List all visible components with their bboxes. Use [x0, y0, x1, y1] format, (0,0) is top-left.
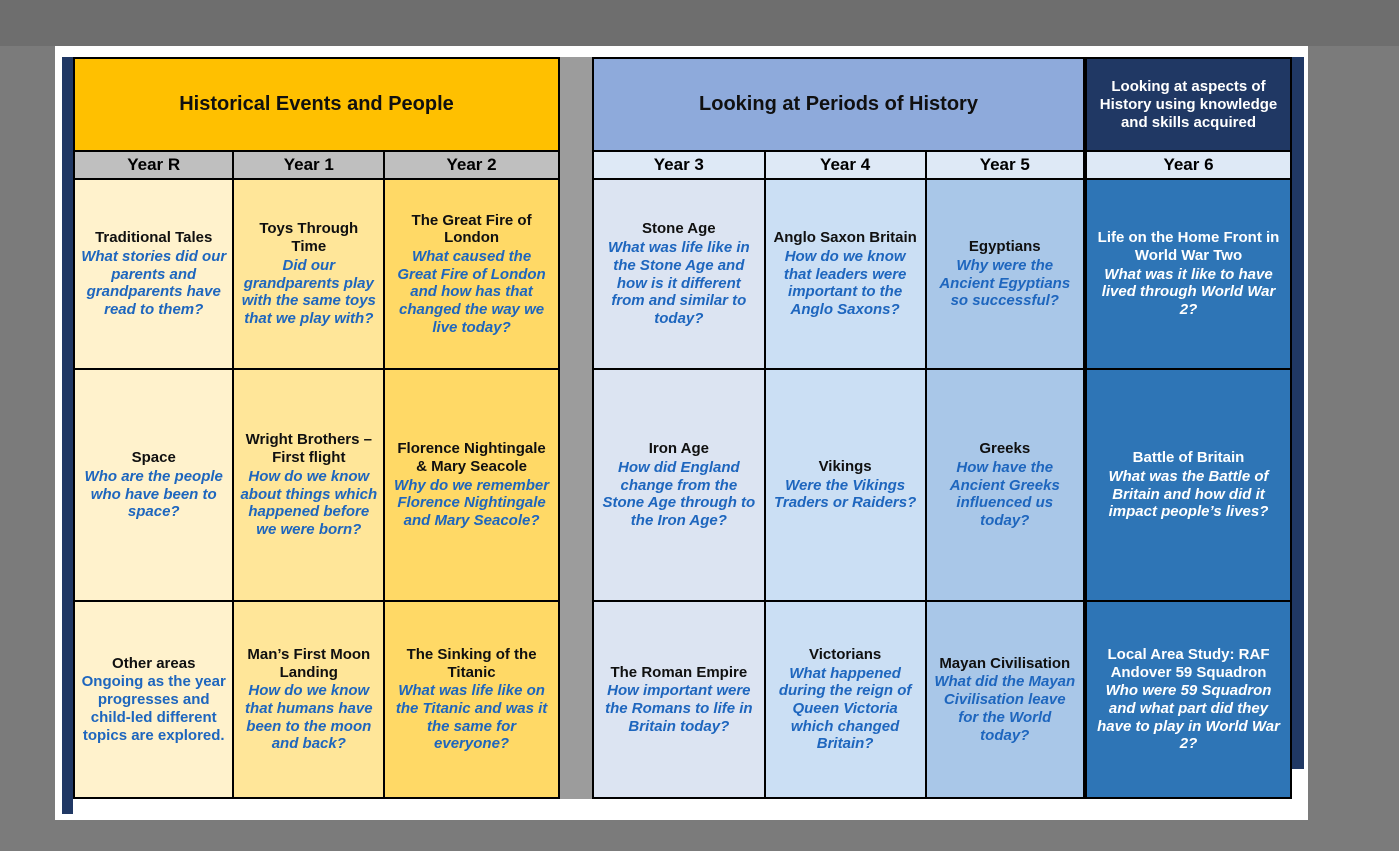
topic-title: Mayan Civilisation [939, 654, 1071, 672]
right-accent-bar [1292, 57, 1304, 769]
topic-question: What caused the Great Fire of London and… [397, 247, 546, 336]
topic-question: How do we know about things which happen… [240, 467, 378, 538]
topic-question: How important were the Romans to life in… [605, 682, 753, 735]
topic-question: What stories did our parents and grandpa… [81, 247, 227, 319]
topic-title: Egyptians [968, 238, 1041, 256]
column-year-1: Year 1 Toys Through Time Did our grandpa… [232, 152, 384, 797]
column-year-2: Year 2 The Great Fire of London What cau… [383, 152, 558, 797]
topic-question: Did our grandparents play with the same … [241, 256, 376, 327]
topic-question: Ongoing as the year progresses and child… [81, 673, 226, 744]
topic-question: What was it like to have lived through W… [1101, 265, 1276, 319]
topic-cell-year-2-row-1: The Great Fire of London What caused the… [385, 178, 558, 368]
column-year-r: Year R Traditional Tales What stories di… [75, 152, 233, 797]
topic-cell-year-3-row-1: Stone Age What was life like in the Ston… [594, 178, 764, 368]
topic-cell-year-3-row-2: Iron Age How did England change from the… [594, 368, 764, 600]
column-year-5: Year 5 Egyptians Why were the Ancient Eg… [924, 152, 1083, 797]
topic-cell-year-4-row-3: Victorians What happened during the reig… [765, 600, 925, 797]
topic-title: Florence Nightingale & Mary Seacole [397, 440, 546, 475]
topic-cell-year-r-row-2: Space Who are the people who have been t… [75, 368, 233, 600]
topic-title: Life on the Home Front in World War Two [1097, 229, 1280, 264]
topic-cell-year-1-row-3: Man’s First Moon Landing How do we know … [234, 600, 384, 797]
topic-cell-year-5-row-1: Egyptians Why were the Ancient Egyptians… [926, 178, 1083, 368]
topic-question: How did England change from the Stone Ag… [602, 458, 756, 530]
topic-title: Other areas [112, 654, 196, 672]
topic-cell-year-3-row-3: The Roman Empire How important were the … [594, 600, 764, 797]
topic-cell-year-4-row-2: Vikings Were the Vikings Traders or Raid… [765, 368, 925, 600]
topic-question: How do we know that leaders were importa… [783, 247, 907, 319]
topic-cell-year-4-row-1: Anglo Saxon Britain How do we know that … [765, 178, 925, 368]
topic-cell-year-6-row-1: Life on the Home Front in World War Two … [1087, 178, 1290, 368]
section-title-periods-of-history: Looking at Periods of History [594, 59, 1083, 152]
topic-question: What happened during the reign of Queen … [778, 664, 912, 753]
section-periods-of-history: Looking at Periods of History Year 3 Sto… [592, 57, 1085, 799]
year-header-year-5: Year 5 [926, 152, 1083, 178]
topic-cell-year-r-row-1: Traditional Tales What stories did our p… [75, 178, 233, 368]
topic-question: Who were 59 Squadron and what part did t… [1097, 682, 1280, 753]
section-gap [560, 57, 592, 799]
topic-title: Victorians [808, 645, 882, 663]
section-aspects-of-history: Looking at aspects of History using know… [1085, 57, 1292, 799]
columns-aspects-of-history: Year 6 Life on the Home Front in World W… [1087, 152, 1290, 797]
year-header-year-3: Year 3 [594, 152, 764, 178]
topic-cell-year-6-row-2: Battle of Britain What was the Battle of… [1087, 368, 1290, 600]
section-title-historical-events: Historical Events and People [75, 59, 558, 152]
topic-title: Space [131, 449, 176, 467]
topic-cell-year-1-row-1: Toys Through Time Did our grandparents p… [234, 178, 384, 368]
year-header-year-r: Year R [75, 152, 233, 178]
topic-title: Traditional Tales [95, 229, 213, 247]
topic-question: Why do we remember Florence Nightingale … [394, 476, 550, 530]
topic-question: Were the Vikings Traders or Raiders? [773, 476, 917, 512]
topic-title: The Sinking of the Titanic [406, 645, 537, 681]
topic-cell-year-2-row-2: Florence Nightingale & Mary Seacole Why … [385, 368, 558, 600]
topic-title: Vikings [818, 457, 872, 475]
left-accent-bar [62, 57, 73, 814]
topic-question: Why were the Ancient Egyptians so succes… [939, 256, 1071, 310]
column-year-3: Year 3 Stone Age What was life like in t… [594, 152, 764, 797]
topic-cell-year-2-row-3: The Sinking of the Titanic What was life… [385, 600, 558, 797]
topic-cell-year-1-row-2: Wright Brothers – First flight How do we… [234, 368, 384, 600]
topic-title: Stone Age [642, 220, 716, 238]
topic-cell-year-5-row-3: Mayan Civilisation What did the Mayan Ci… [926, 600, 1083, 797]
section-historical-events: Historical Events and People Year R Trad… [73, 57, 560, 799]
column-year-6: Year 6 Life on the Home Front in World W… [1087, 152, 1290, 797]
topic-title: The Great Fire of London [411, 211, 532, 247]
year-header-year-2: Year 2 [385, 152, 558, 178]
topic-title: Local Area Study: RAF Andover 59 Squadro… [1107, 645, 1270, 681]
topic-question: How have the Ancient Greeks influenced u… [949, 458, 1060, 530]
topic-question: How do we know that humans have been to … [245, 682, 373, 753]
columns-periods-of-history: Year 3 Stone Age What was life like in t… [594, 152, 1083, 797]
topic-cell-year-5-row-2: Greeks How have the Ancient Greeks influ… [926, 368, 1083, 600]
topic-title: Iron Age [648, 440, 709, 458]
year-header-year-1: Year 1 [234, 152, 384, 178]
topic-title: The Roman Empire [610, 663, 748, 681]
topic-title: Anglo Saxon Britain [773, 229, 917, 247]
topic-question: What was the Battle of Britain and how d… [1108, 467, 1269, 521]
section-title-aspects-of-history: Looking at aspects of History using know… [1087, 59, 1290, 152]
topic-question: What was life like on the Titanic and wa… [395, 682, 548, 753]
topic-title: Greeks [979, 440, 1031, 458]
topic-title: Toys Through Time [259, 220, 359, 256]
column-year-4: Year 4 Anglo Saxon Britain How do we kno… [763, 152, 925, 797]
topic-title: Man’s First Moon Landing [247, 645, 371, 681]
topic-cell-year-r-row-3: Other areas Ongoing as the year progress… [75, 600, 233, 797]
topic-title: Wright Brothers – First flight [245, 431, 372, 467]
topic-question: Who are the people who have been to spac… [84, 467, 223, 521]
topic-question: What did the Mayan Civilisation leave fo… [934, 673, 1076, 744]
year-header-year-4: Year 4 [765, 152, 925, 178]
top-shade [0, 0, 1399, 46]
topic-question: What was life like in the Stone Age and … [607, 239, 750, 327]
columns-historical-events: Year R Traditional Tales What stories di… [75, 152, 558, 797]
topic-cell-year-6-row-3: Local Area Study: RAF Andover 59 Squadro… [1087, 600, 1290, 797]
year-header-year-6: Year 6 [1087, 152, 1290, 178]
document-page: Historical Events and People Year R Trad… [55, 46, 1308, 820]
topic-title: Battle of Britain [1132, 449, 1245, 467]
